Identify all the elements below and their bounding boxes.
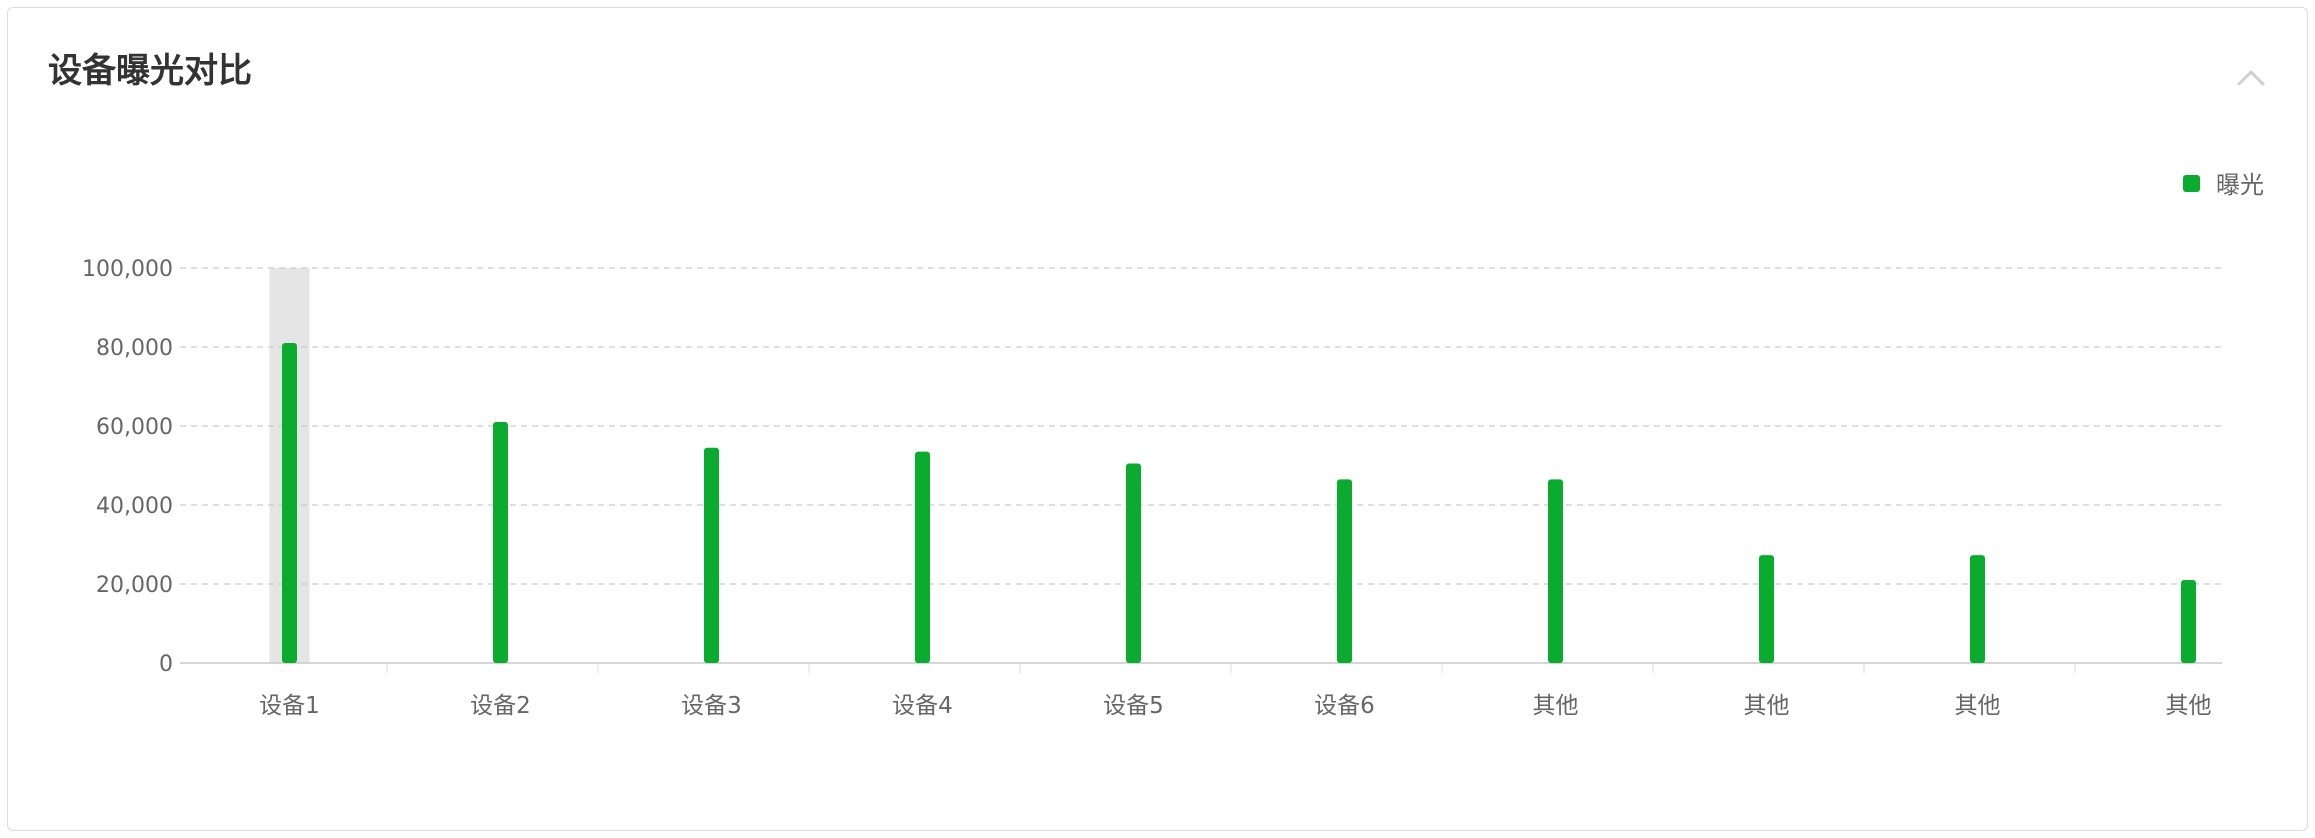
bar-6 (1337, 479, 1352, 663)
card-title: 设备曝光对比 (48, 51, 252, 91)
y-tick-label: 40,000 (96, 494, 173, 519)
x-category-label: 其他 (1744, 693, 1790, 719)
bar-7 (1548, 479, 1563, 663)
bar-3 (704, 447, 719, 663)
y-tick-label: 100,000 (82, 257, 173, 282)
y-tick-label: 60,000 (96, 415, 173, 440)
bar-9 (1970, 555, 1985, 663)
bar-10 (2181, 580, 2196, 663)
bar-4 (915, 451, 930, 663)
y-tick-label: 80,000 (96, 336, 173, 361)
x-category-label: 设备6 (1314, 693, 1375, 719)
chevron-up-icon (2237, 70, 2265, 86)
chart-card: 设备曝光对比 (7, 7, 2308, 831)
bar-8 (1759, 555, 1774, 663)
collapse-button[interactable] (2233, 64, 2269, 92)
legend-label: 曝光 (2216, 171, 2264, 199)
x-category-label: 设备3 (681, 693, 742, 719)
bar-2 (493, 422, 508, 663)
x-category-label: 设备1 (259, 693, 320, 719)
legend-swatch (2183, 175, 2200, 192)
x-category-label: 设备5 (1103, 693, 1164, 719)
x-category-label: 其他 (1955, 693, 2001, 719)
x-category-label: 设备2 (470, 693, 531, 719)
x-category-label: 其他 (1533, 693, 1579, 719)
x-category-label: 设备4 (892, 693, 953, 719)
y-tick-label: 20,000 (96, 573, 173, 598)
x-category-label: 其他 (2166, 693, 2212, 719)
bar-1 (282, 343, 297, 663)
bar-5 (1126, 463, 1141, 663)
y-tick-label: 0 (159, 652, 173, 677)
